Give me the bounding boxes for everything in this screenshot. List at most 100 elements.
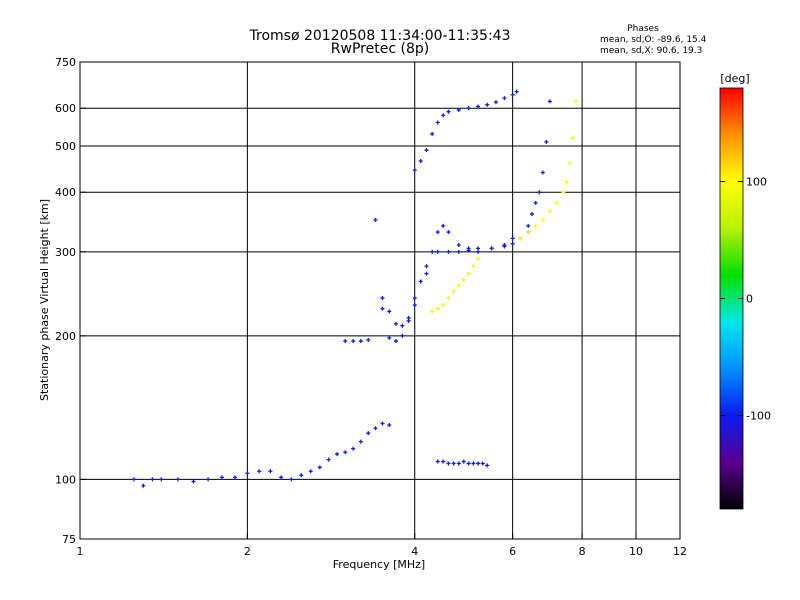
data-point bbox=[435, 230, 440, 235]
data-point bbox=[393, 321, 398, 326]
data-point bbox=[567, 161, 572, 166]
data-point bbox=[502, 96, 507, 101]
data-point bbox=[412, 303, 417, 308]
data-point bbox=[358, 339, 363, 344]
y-tick-label: 500 bbox=[55, 140, 76, 153]
plot-frame bbox=[79, 61, 681, 540]
data-point bbox=[446, 461, 451, 466]
data-point bbox=[456, 249, 461, 254]
data-point bbox=[485, 102, 490, 107]
data-point bbox=[430, 309, 435, 314]
data-point bbox=[343, 450, 348, 455]
data-point bbox=[232, 475, 237, 480]
data-point bbox=[510, 92, 515, 97]
data-point bbox=[476, 461, 481, 466]
data-point bbox=[526, 223, 531, 228]
data-point bbox=[544, 139, 549, 144]
chart-title: Tromsø 20120508 11:34:00-11:35:43 bbox=[249, 28, 511, 44]
data-point bbox=[485, 463, 490, 468]
data-point bbox=[466, 461, 471, 466]
data-point bbox=[570, 135, 575, 140]
y-axis-label: Stationary phase Virtual Height [km] bbox=[38, 199, 51, 401]
y-tick-label: 400 bbox=[55, 186, 76, 199]
x-tick-label: 2 bbox=[244, 545, 251, 558]
data-point bbox=[358, 439, 363, 444]
data-point bbox=[308, 469, 313, 474]
data-point bbox=[493, 100, 498, 105]
data-point bbox=[373, 426, 378, 431]
data-point bbox=[446, 296, 451, 301]
data-point bbox=[424, 148, 429, 153]
data-point bbox=[435, 306, 440, 311]
data-point bbox=[518, 236, 523, 241]
data-point bbox=[412, 168, 417, 173]
data-point bbox=[476, 246, 481, 251]
data-point bbox=[335, 452, 340, 457]
data-point bbox=[476, 249, 481, 254]
data-point bbox=[430, 249, 435, 254]
data-point bbox=[461, 277, 466, 282]
data-point bbox=[561, 190, 566, 195]
x-tick-label: 12 bbox=[673, 545, 687, 558]
data-point bbox=[393, 339, 398, 344]
data-point bbox=[451, 461, 456, 466]
data-point bbox=[446, 109, 451, 114]
data-point bbox=[366, 337, 371, 342]
y-tick-label: 750 bbox=[55, 56, 76, 69]
data-point bbox=[387, 335, 392, 340]
data-point bbox=[466, 106, 471, 111]
data-point bbox=[435, 249, 440, 254]
data-point bbox=[456, 107, 461, 112]
data-point bbox=[533, 223, 538, 228]
data-point bbox=[466, 246, 471, 251]
data-point bbox=[150, 477, 155, 482]
data-points bbox=[131, 89, 578, 488]
data-point bbox=[430, 131, 435, 136]
data-point bbox=[387, 309, 392, 314]
x-tick-label: 1 bbox=[77, 545, 84, 558]
data-point bbox=[257, 469, 262, 474]
data-point bbox=[456, 461, 461, 466]
data-point bbox=[326, 457, 331, 462]
data-point bbox=[373, 217, 378, 222]
data-point bbox=[441, 223, 446, 228]
data-point bbox=[268, 469, 273, 474]
data-point bbox=[424, 271, 429, 276]
data-point bbox=[245, 471, 250, 476]
data-point bbox=[418, 279, 423, 284]
data-point bbox=[446, 249, 451, 254]
x-tick-label: 6 bbox=[509, 545, 516, 558]
grid-lines bbox=[80, 62, 680, 539]
data-point bbox=[480, 461, 485, 466]
y-tick-label: 600 bbox=[55, 102, 76, 115]
data-point bbox=[418, 159, 423, 164]
data-point bbox=[573, 99, 578, 104]
data-point bbox=[175, 477, 180, 482]
data-point bbox=[547, 209, 552, 214]
data-point bbox=[366, 431, 371, 436]
data-point bbox=[456, 243, 461, 248]
chart-subtitle: RwPretec (8p) bbox=[331, 41, 429, 57]
data-point bbox=[141, 483, 146, 488]
data-point bbox=[317, 465, 322, 470]
data-point bbox=[441, 303, 446, 308]
data-point bbox=[380, 306, 385, 311]
data-point bbox=[406, 315, 411, 320]
data-point bbox=[412, 296, 417, 301]
data-point bbox=[446, 230, 451, 235]
data-point bbox=[456, 283, 461, 288]
data-point bbox=[502, 243, 507, 248]
data-point bbox=[299, 473, 304, 478]
data-point bbox=[380, 421, 385, 426]
y-tick-label: 200 bbox=[55, 330, 76, 343]
data-point bbox=[537, 190, 542, 195]
data-point bbox=[526, 230, 531, 235]
phases-annotation-o: mean, sd,O: -89.6, 15.4 bbox=[600, 35, 707, 45]
data-point bbox=[533, 200, 538, 205]
data-point bbox=[514, 89, 519, 94]
data-point bbox=[489, 246, 494, 251]
data-point bbox=[451, 289, 456, 294]
data-point bbox=[564, 180, 569, 185]
